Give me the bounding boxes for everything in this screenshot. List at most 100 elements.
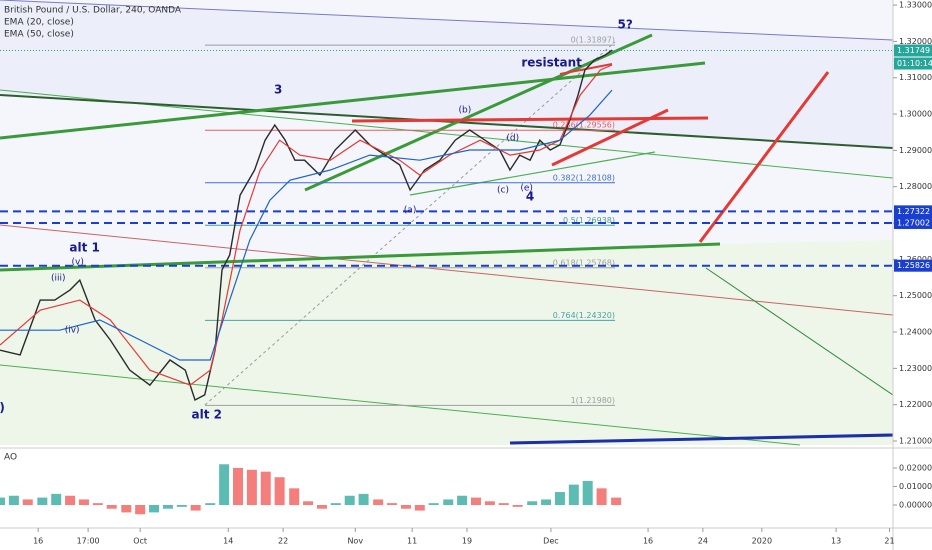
ao-bar — [527, 501, 538, 505]
ao-bar — [219, 464, 230, 505]
ao-bar — [554, 492, 565, 505]
price-label: 1.25826 — [897, 261, 930, 270]
series-legend: British Pound / U.S. Dollar, 240, OANDA — [4, 6, 182, 16]
trendline — [0, 0, 894, 41]
ao-bar — [316, 505, 327, 509]
pane-title: AO — [4, 453, 17, 463]
wave-label: (e) — [520, 184, 533, 194]
ao-bar — [498, 503, 509, 505]
ao-bar — [205, 503, 216, 505]
price-label: 1.27322 — [897, 207, 930, 216]
x-tick-label: Oct — [133, 537, 147, 546]
price-label-bg — [894, 216, 932, 229]
y-tick-label: 1.30000 — [899, 110, 932, 119]
ao-bar — [512, 505, 523, 507]
ao-bar — [106, 505, 117, 509]
fib-label: 1(1.21980) — [571, 396, 615, 405]
y-tick-label: 1.31000 — [899, 73, 932, 82]
ao-bar — [428, 503, 439, 505]
fib-label: 0.618(1.25768) — [553, 258, 615, 267]
fib-label: 0.764(1.24320) — [553, 311, 615, 320]
ao-bar — [149, 505, 160, 513]
ao-bar — [22, 499, 33, 505]
ao-bar — [92, 503, 103, 505]
wave-label: (iv) — [65, 326, 80, 336]
x-tick-label: 2020 — [752, 537, 772, 546]
wave-label: (iii) — [51, 273, 66, 283]
series-line — [0, 64, 613, 386]
wave-label: resistant — [521, 56, 582, 70]
ao-bar — [541, 499, 552, 505]
wave-label: alt 2 — [192, 408, 222, 422]
fib-label: 0.5(1.26938) — [563, 216, 615, 225]
ao-bar — [582, 480, 593, 505]
trendline — [0, 224, 894, 316]
x-tick-label: 16 — [33, 537, 43, 546]
ao-bar — [135, 505, 146, 515]
ao-bar — [37, 497, 48, 505]
y-tick-label: 0.02000 — [899, 463, 932, 472]
wave-label: (b) — [459, 106, 472, 116]
ao-bar — [611, 497, 622, 505]
countdown: 01:10:14 — [897, 59, 932, 68]
trendline — [204, 41, 616, 406]
series-line — [0, 89, 613, 361]
fib-label: 0(1.31897) — [571, 36, 615, 45]
wave-label: (c) — [497, 185, 509, 195]
wave-label: 3 — [274, 83, 282, 97]
ao-bar — [246, 469, 257, 505]
ao-bar — [8, 495, 19, 505]
ao-bar — [484, 501, 495, 505]
trendline — [698, 71, 830, 243]
x-tick-label: 19 — [462, 537, 472, 546]
wave-label: 4 — [526, 189, 534, 203]
y-tick-label: 0.00000 — [899, 501, 932, 510]
countdown-bg — [894, 57, 932, 70]
trendline — [409, 151, 656, 196]
y-tick-label: 1.23000 — [899, 364, 932, 373]
fib-label: 0.382(1.28108) — [553, 173, 615, 182]
ao-bar — [443, 499, 454, 505]
shaded-zone — [0, 240, 893, 445]
price-label: 1.27002 — [897, 218, 930, 227]
x-tick-label: 21 — [884, 537, 894, 546]
ao-bar — [289, 488, 300, 505]
price-label-bg — [894, 259, 932, 272]
ao-bar — [190, 505, 201, 511]
ao-bar — [51, 493, 62, 505]
wave-label: (v) — [72, 257, 84, 267]
ao-bar — [568, 484, 579, 505]
x-tick-label: 22 — [278, 537, 288, 546]
wave-label: (a) — [404, 205, 417, 215]
ao-bar — [78, 499, 89, 505]
series-legend: EMA (50, close) — [4, 30, 74, 40]
y-tick-label: 1.33000 — [899, 1, 932, 10]
ao-bar — [162, 505, 173, 509]
x-tick-label: Nov — [347, 537, 363, 546]
wave-label: (d) — [506, 134, 519, 144]
series-legend: EMA (20, close) — [4, 18, 74, 28]
ao-bar — [457, 495, 468, 505]
wave-label: 5? — [618, 18, 633, 32]
ao-bar — [596, 488, 607, 505]
x-tick-label: Dec — [543, 537, 558, 546]
y-tick-label: 1.29000 — [899, 146, 932, 155]
y-tick-label: 0.01000 — [899, 482, 932, 491]
y-tick-label: 1.25000 — [899, 291, 932, 300]
ao-bar — [400, 505, 411, 509]
y-tick-label: 1.21000 — [899, 437, 932, 446]
ao-bar — [232, 467, 243, 505]
trendline — [551, 108, 669, 167]
y-tick-label: 1.22000 — [899, 400, 932, 409]
trendline — [705, 267, 894, 396]
ao-bar — [0, 497, 5, 505]
ao-bar — [373, 499, 384, 505]
ao-bar — [274, 477, 285, 505]
ao-bar — [414, 505, 425, 511]
ao-bar — [260, 471, 271, 505]
ao-bar — [470, 497, 481, 505]
trendline — [0, 61, 706, 140]
wave-label: ) — [0, 400, 5, 414]
y-tick-label: 1.32000 — [899, 37, 932, 46]
